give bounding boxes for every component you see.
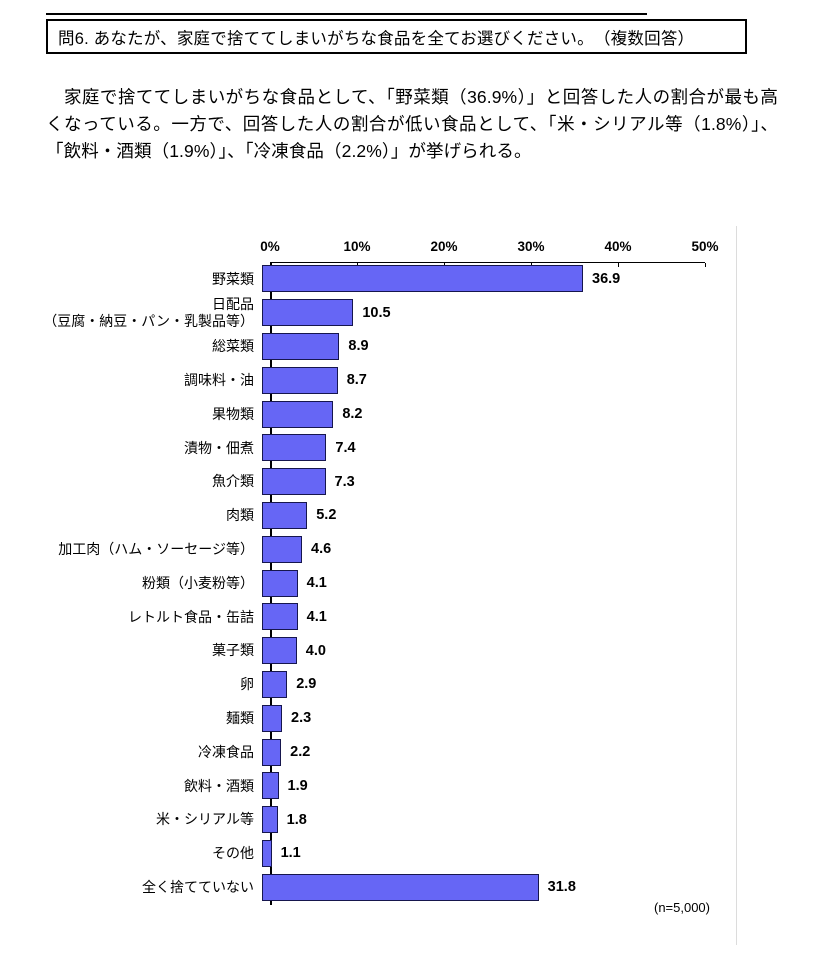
chart-row: 加工肉（ハム・ソーセージ等） 4.6	[42, 532, 736, 566]
category-label: 野菜類	[212, 270, 254, 287]
x-tick-label: 10%	[343, 239, 371, 254]
category-label: 日配品 （豆腐・納豆・パン・乳製品等）	[43, 296, 254, 329]
category-label: 総菜類	[212, 338, 254, 355]
bar-chart: 0% 10% 20% 30% 40% 50% 野菜類 36.9 日配品 （豆腐・納豆・パン・乳…	[42, 226, 737, 945]
chart-row: 肉類 5.2	[42, 499, 736, 533]
category-label: 魚介類	[212, 473, 254, 490]
bar	[262, 806, 278, 834]
category-label: その他	[212, 845, 254, 862]
bar	[262, 265, 584, 293]
sample-size-note: (n=5,000)	[653, 900, 710, 915]
x-tick-label: 40%	[604, 239, 632, 254]
x-tick-label: 50%	[691, 239, 719, 254]
bar	[262, 670, 288, 698]
x-tick-label: 20%	[430, 239, 458, 254]
chart-row: 粉類（小麦粉等） 4.1	[42, 566, 736, 600]
chart-row: その他 1.1	[42, 837, 736, 871]
value-label: 4.1	[306, 608, 327, 625]
x-axis-line	[270, 262, 705, 263]
bar	[262, 501, 308, 529]
chart-row: 野菜類 36.9	[42, 262, 736, 296]
x-tick-mark	[531, 263, 532, 267]
category-label: 全く捨てていない	[142, 878, 254, 895]
value-label: 8.9	[348, 338, 369, 355]
x-tick-mark	[444, 263, 445, 267]
top-divider-rule	[46, 13, 647, 15]
summary-paragraph: 家庭で捨ててしまいがちな食品として、「野菜類（36.9%）」と回答した人の割合が…	[46, 87, 778, 161]
bar	[262, 569, 298, 597]
value-label: 36.9	[592, 270, 621, 287]
chart-row: 麺類 2.3	[42, 701, 736, 735]
x-tick-mark	[618, 263, 619, 267]
chart-rows: 野菜類 36.9 日配品 （豆腐・納豆・パン・乳製品等） 10.5 総菜類 8.9 調味料・…	[42, 262, 736, 904]
x-tick-mark	[705, 263, 706, 267]
chart-row: 卵 2.9	[42, 668, 736, 702]
chart-row: 総菜類 8.9	[42, 330, 736, 364]
bar	[262, 772, 279, 800]
chart-row: 冷凍食品 2.2	[42, 735, 736, 769]
category-label: 冷凍食品	[198, 743, 254, 760]
category-label: レトルト食品・缶詰	[128, 608, 254, 625]
value-label: 8.7	[346, 372, 367, 389]
category-label: 漬物・佃煮	[184, 439, 254, 456]
bar	[262, 468, 326, 496]
chart-row: 菓子類 4.0	[42, 634, 736, 668]
value-label: 1.1	[280, 845, 301, 862]
value-label: 10.5	[362, 304, 391, 321]
value-label: 2.2	[290, 744, 311, 761]
category-label: 肉類	[226, 507, 254, 524]
bar	[262, 434, 327, 462]
question-title-box: 問6. あなたが、家庭で捨ててしまいがちな食品を全てお選びください。 （複数回答…	[46, 19, 747, 54]
chart-row: 漬物・佃煮 7.4	[42, 431, 736, 465]
x-tick-label: 0%	[260, 239, 280, 254]
category-label: 菓子類	[212, 642, 254, 659]
category-label: 果物類	[212, 405, 254, 422]
category-label: 調味料・油	[184, 372, 254, 389]
bar	[262, 332, 340, 360]
category-label: 粉類（小麦粉等）	[142, 574, 254, 591]
value-label: 1.9	[287, 777, 308, 794]
value-label: 7.3	[334, 473, 355, 490]
chart-row: 全く捨てていない 31.8	[42, 870, 736, 904]
x-tick-label: 30%	[517, 239, 545, 254]
bar	[262, 400, 334, 428]
bar	[262, 704, 282, 732]
chart-row: レトルト食品・缶詰 4.1	[42, 600, 736, 634]
bar	[262, 603, 298, 631]
bar	[262, 366, 338, 394]
chart-row: 米・シリアル等 1.8	[42, 803, 736, 837]
category-label: 米・シリアル等	[156, 811, 254, 828]
value-label: 4.6	[311, 541, 332, 558]
value-label: 2.9	[296, 676, 317, 693]
bar	[262, 738, 282, 766]
chart-row: 飲料・酒類 1.9	[42, 769, 736, 803]
category-label: 飲料・酒類	[184, 777, 254, 794]
chart-row: 果物類 8.2	[42, 397, 736, 431]
bar	[262, 839, 272, 867]
value-label: 7.4	[335, 439, 356, 456]
chart-row: 魚介類 7.3	[42, 465, 736, 499]
category-label: 卵	[240, 676, 254, 693]
bar	[262, 535, 303, 563]
category-label: 加工肉（ハム・ソーセージ等）	[58, 541, 254, 558]
x-tick-mark	[357, 263, 358, 267]
value-label: 5.2	[316, 507, 337, 524]
value-label: 1.8	[286, 811, 307, 828]
bar	[262, 299, 354, 327]
value-label: 4.1	[306, 575, 327, 592]
question-title: 問6. あなたが、家庭で捨ててしまいがちな食品を全てお選びください。 （複数回答…	[58, 29, 695, 48]
chart-row: 調味料・油 8.7	[42, 363, 736, 397]
category-label: 麺類	[226, 710, 254, 726]
value-label: 2.3	[291, 710, 312, 727]
value-label: 8.2	[342, 406, 363, 423]
chart-row: 日配品 （豆腐・納豆・パン・乳製品等） 10.5	[42, 296, 736, 330]
bar	[262, 637, 297, 665]
bar	[262, 873, 539, 901]
value-label: 31.8	[547, 879, 576, 896]
value-label: 4.0	[305, 642, 326, 659]
